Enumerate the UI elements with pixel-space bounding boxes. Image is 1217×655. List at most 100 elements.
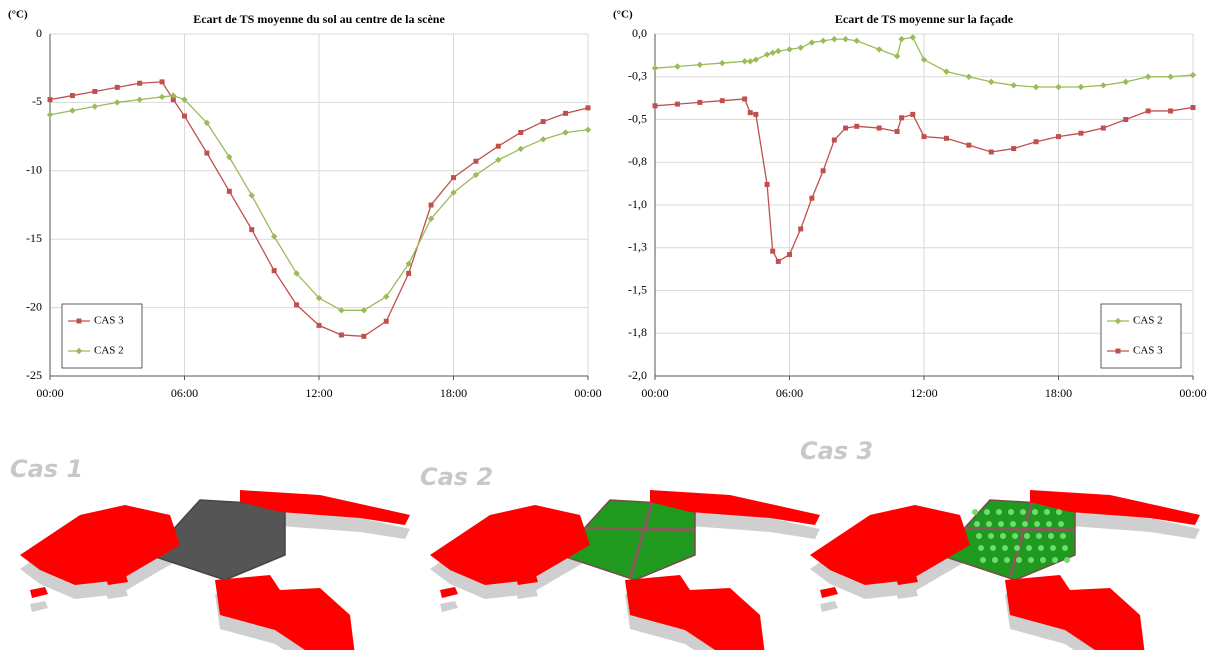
y-tick-label: -10 <box>26 163 42 177</box>
series-line <box>654 98 1194 263</box>
marker <box>875 46 883 53</box>
marker <box>360 307 368 314</box>
legend-box <box>1100 303 1182 369</box>
marker <box>137 80 143 86</box>
marker <box>1189 71 1197 79</box>
tree <box>998 521 1004 527</box>
marker <box>831 137 837 143</box>
x-tick-label: 06:00 <box>776 386 803 400</box>
marker <box>1114 317 1122 325</box>
y-tick-label: -1,5 <box>628 282 647 296</box>
y-tick-label: -0,8 <box>628 154 647 168</box>
chart: Ecart de TS moyenne du sol au centre de … <box>8 9 602 400</box>
marker <box>361 333 367 339</box>
marker <box>518 129 524 135</box>
marker <box>181 96 188 103</box>
tree <box>996 509 1002 515</box>
marker <box>943 68 950 75</box>
y-tick-label: -1,8 <box>628 325 647 339</box>
marker <box>1122 78 1129 86</box>
path <box>964 526 1076 532</box>
marker <box>842 35 849 43</box>
marker <box>270 233 278 240</box>
chart-title: Ecart de TS moyenne du sol au centre de … <box>193 12 445 26</box>
marker <box>539 136 547 143</box>
scene <box>430 490 820 655</box>
legend-label: CAS 2 <box>94 345 124 357</box>
tree <box>1064 557 1070 563</box>
marker <box>294 302 300 308</box>
marker <box>965 73 973 80</box>
tree <box>1034 521 1040 527</box>
legend-label: CAS 2 <box>1133 315 1163 327</box>
marker <box>1033 139 1039 145</box>
tree <box>976 533 982 539</box>
legend-box <box>61 303 143 369</box>
marker <box>696 61 704 68</box>
marker <box>383 293 390 300</box>
tree <box>1044 509 1050 515</box>
marker <box>1077 83 1085 91</box>
y-tick-label: -0,5 <box>628 111 647 125</box>
marker <box>170 92 177 99</box>
marker <box>808 39 816 46</box>
tree <box>1004 557 1010 563</box>
tree <box>1002 545 1008 551</box>
tree <box>1012 533 1018 539</box>
y-unit: (°C) <box>8 9 28 21</box>
marker <box>697 99 703 105</box>
marker <box>988 78 995 86</box>
marker <box>894 128 900 134</box>
building-side <box>440 601 458 612</box>
marker <box>1100 82 1107 89</box>
x-tick-label: 18:00 <box>1045 386 1072 400</box>
marker <box>820 168 826 174</box>
marker <box>92 88 98 94</box>
tree <box>1050 545 1056 551</box>
marker <box>517 145 524 153</box>
marker <box>1010 82 1017 89</box>
tree <box>974 521 980 527</box>
building <box>650 490 820 525</box>
building-side <box>515 586 538 599</box>
marker <box>1190 105 1196 111</box>
marker <box>943 135 949 141</box>
tree <box>1028 557 1034 563</box>
marker <box>719 59 726 67</box>
tree <box>1024 533 1030 539</box>
series-line <box>49 94 589 311</box>
building <box>1005 575 1145 655</box>
marker <box>585 105 591 111</box>
marker <box>988 149 994 155</box>
marker <box>136 96 143 103</box>
marker <box>1115 348 1121 354</box>
marker <box>75 347 83 355</box>
marker <box>91 103 99 110</box>
path <box>584 526 696 532</box>
building <box>515 572 538 585</box>
marker <box>651 65 659 72</box>
marker <box>170 97 176 103</box>
marker <box>747 110 753 116</box>
building <box>240 490 410 525</box>
x-tick-label: 06:00 <box>171 386 198 400</box>
marker <box>540 119 546 125</box>
building <box>440 587 458 598</box>
marker <box>853 37 860 45</box>
tree <box>986 521 992 527</box>
building <box>430 505 590 585</box>
scene <box>20 490 410 655</box>
marker <box>69 107 76 114</box>
marker <box>770 248 776 254</box>
marker <box>248 192 255 199</box>
marker <box>921 134 927 140</box>
tree <box>1040 557 1046 563</box>
marker <box>1078 130 1084 136</box>
tree <box>980 557 986 563</box>
marker <box>775 47 782 55</box>
marker <box>898 35 905 43</box>
y-tick-label: -5 <box>32 94 42 108</box>
marker <box>843 125 849 131</box>
marker <box>764 181 770 187</box>
